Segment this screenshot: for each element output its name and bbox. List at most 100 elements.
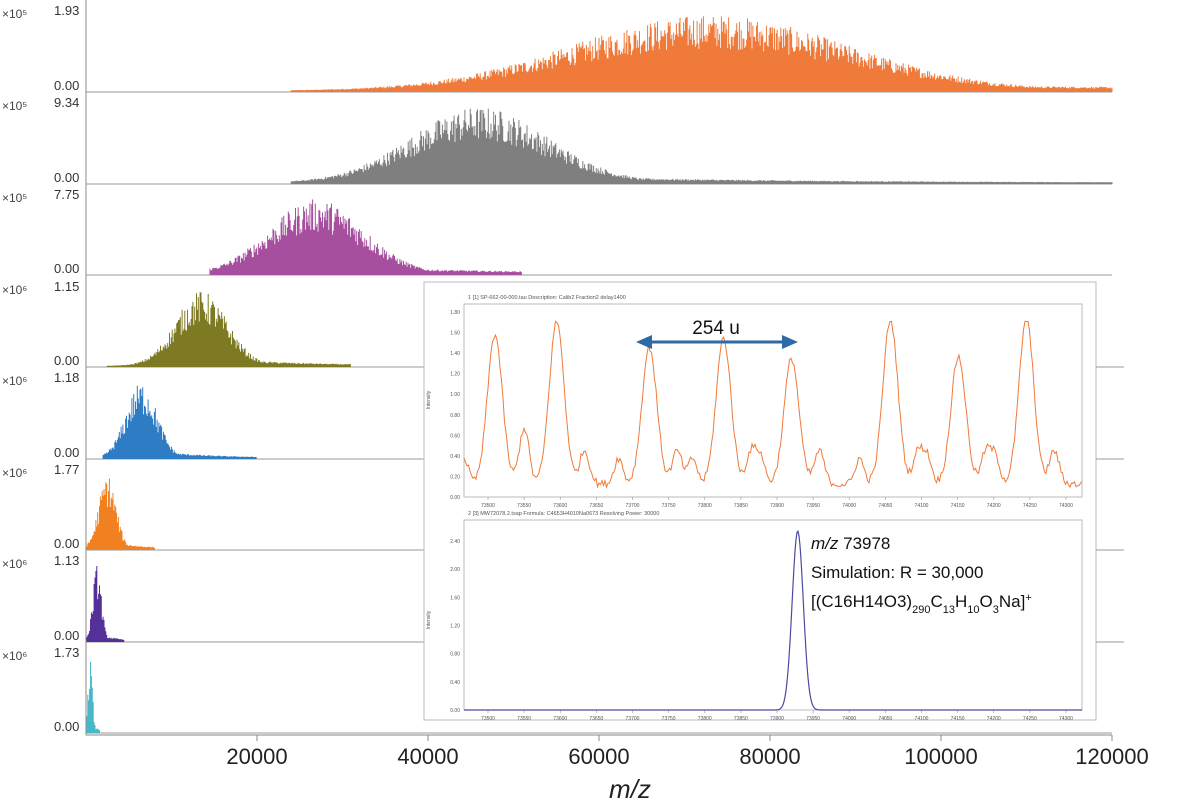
inset-bottom-ytick: 0.40 (450, 680, 460, 686)
inset-top-frame (463, 303, 1083, 498)
inset-bottom-xtick: 73950 (806, 716, 820, 722)
panel-ymax-label: 1.93 (54, 3, 79, 18)
panel-ymax-label: 9.34 (54, 95, 79, 110)
panel-ymin-label: 0.00 (54, 536, 79, 551)
inset-zoom-panel: 1 [1] SP-662-00-000.tau Description: Cal… (423, 281, 1097, 722)
x-axis-label: m/z (609, 774, 651, 804)
spectrum-trace (86, 478, 155, 550)
inset-top-xtick: 74250 (1023, 503, 1037, 509)
formula-part: C (930, 592, 942, 611)
panel-exponent-label: ×10⁶ (2, 557, 27, 571)
inset-top-ytick: 0.20 (450, 474, 460, 480)
formula-part: 13 (943, 604, 955, 616)
inset-bottom-xtick: 74200 (987, 716, 1001, 722)
inset-bottom-ytick: 0.80 (450, 652, 460, 658)
inset-top-xtick: 74000 (842, 503, 856, 509)
inset-bottom-ytick: 1.20 (450, 624, 460, 630)
inset-top-xtick: 74200 (987, 503, 1001, 509)
inset-top-xtick: 74100 (915, 503, 929, 509)
inset-top-ylabel: Intensity (426, 390, 432, 409)
x-tick-label: 120000 (1075, 744, 1148, 769)
inset-top-xtick: 73550 (517, 503, 531, 509)
inset-top-trace (463, 320, 1083, 489)
inset-bottom-xtick: 73900 (770, 716, 784, 722)
panel-ymax-label: 7.75 (54, 187, 79, 202)
formula-part: H (955, 592, 967, 611)
inset-top-xtick: 74150 (951, 503, 965, 509)
simulation-formula-line: [(C16H14O3)290C13H10O3Na]+ (811, 592, 1032, 616)
inset-top-xtick: 73700 (626, 503, 640, 509)
inset-bottom-xtick: 73550 (517, 716, 531, 722)
panel-ymin-label: 0.00 (54, 261, 79, 276)
panel-ymax-label: 1.13 (54, 553, 79, 568)
inset-top-ytick: 0.40 (450, 454, 460, 460)
inset-top-xtick: 73500 (481, 503, 495, 509)
panel-exponent-label: ×10⁶ (2, 283, 27, 297)
inset-top-xtick: 73750 (662, 503, 676, 509)
inset-top-ytick: 1.80 (450, 310, 460, 316)
inset-bottom-xtick: 73600 (553, 716, 567, 722)
panel-ymax-label: 1.18 (54, 370, 79, 385)
inset-bottom-xtick: 74050 (878, 716, 892, 722)
inset-top-xtick: 74300 (1059, 503, 1073, 509)
panel-ymin-label: 0.00 (54, 170, 79, 185)
formula-part: O (980, 592, 993, 611)
spectrum-trace (86, 661, 100, 733)
simulation-resolution-line: Simulation: R = 30,000 (811, 563, 983, 582)
inset-top-header: 1 [1] SP-662-00-000.tau Description: Cal… (468, 295, 626, 301)
spectrum-trace (209, 199, 522, 275)
mz-prefix: m/z (811, 534, 839, 553)
x-tick-label: 20000 (226, 744, 287, 769)
inset-top-xtick: 73950 (806, 503, 820, 509)
panel-exponent-label: ×10⁵ (2, 99, 27, 113)
inset-bottom-xtick: 74000 (842, 716, 856, 722)
x-tick-label: 40000 (397, 744, 458, 769)
panel-exponent-label: ×10⁵ (2, 191, 27, 205)
panel-ymin-label: 0.00 (54, 353, 79, 368)
inset-top-xtick: 74050 (878, 503, 892, 509)
main-x-axis: 20000 40000 60000 80000 100000 120000 (86, 366, 1149, 769)
inset-bottom-xtick: 73650 (589, 716, 603, 722)
spacing-arrow-right-head (782, 335, 798, 349)
inset-bottom-ytick: 0.00 (450, 708, 460, 714)
panel-exponent-label: ×10⁶ (2, 649, 27, 663)
inset-bottom-trace (464, 529, 1082, 711)
inset-background (423, 281, 1097, 721)
spectrum-panel-1: ×10⁵ 1.93 0.00 (2, 3, 1113, 93)
inset-top-xtick: 73650 (589, 503, 603, 509)
x-tick-label: 80000 (739, 744, 800, 769)
simulation-label: m/z 73978 Simulation: R = 30,000 [(C16H14O… (811, 534, 1032, 616)
inset-bottom-xtick: 73500 (481, 716, 495, 722)
spectrum-panel-8: ×10⁶ 1.73 0.00 (2, 645, 1112, 734)
spacing-annotation-label: 254 u (692, 318, 740, 339)
inset-top-xtick: 73600 (553, 503, 567, 509)
panel-ymax-label: 1.73 (54, 645, 79, 660)
formula-part: + (1025, 592, 1031, 604)
inset-top-xtick: 73800 (698, 503, 712, 509)
inset-bottom-xtick: 74250 (1023, 716, 1037, 722)
formula-part: Na] (999, 592, 1025, 611)
spectrum-trace (106, 292, 351, 367)
inset-top-ytick: 0.60 (450, 433, 460, 439)
inset-bottom-xtick: 73850 (734, 716, 748, 722)
panel-ymin-label: 0.00 (54, 719, 79, 734)
spectrum-panel-2: ×10⁵ 9.34 0.00 (2, 95, 1113, 185)
inset-top-ytick: 0.00 (450, 495, 460, 501)
inset-bottom-xtick: 73700 (626, 716, 640, 722)
x-tick-label: 100000 (904, 744, 977, 769)
inset-bottom-ytick: 2.40 (450, 539, 460, 545)
formula-part: 3 (993, 604, 999, 616)
panel-exponent-label: ×10⁶ (2, 374, 27, 388)
mz-value: 73978 (838, 534, 890, 553)
inset-bottom-header: 2 [3] MW72078.2.tsap Formula: C4653H4010… (468, 511, 659, 517)
x-tick-label: 60000 (568, 744, 629, 769)
panel-ymin-label: 0.00 (54, 628, 79, 643)
inset-bottom-xtick: 74100 (915, 716, 929, 722)
inset-top-ytick: 1.00 (450, 392, 460, 398)
panel-exponent-label: ×10⁶ (2, 466, 27, 480)
inset-bottom-xtick: 74150 (951, 716, 965, 722)
spectrum-trace (86, 566, 125, 642)
inset-bottom-ytick: 1.60 (450, 595, 460, 601)
panel-ymin-label: 0.00 (54, 78, 79, 93)
